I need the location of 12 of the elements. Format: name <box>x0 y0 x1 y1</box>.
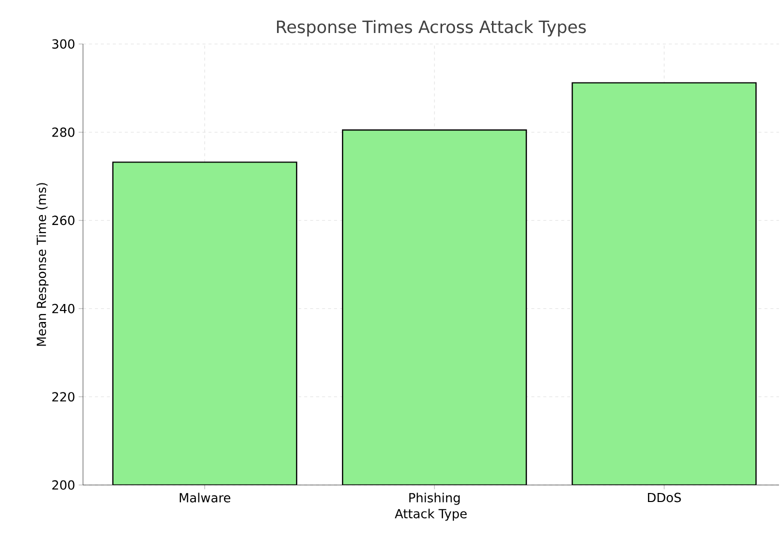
x-tick-label: Phishing <box>409 492 460 505</box>
x-tick-label: Malware <box>180 492 230 502</box>
y-tick-label: 280 <box>52 127 74 137</box>
x-axis-title: Attack Type <box>394 508 467 521</box>
y-tick-label: 300 <box>52 39 74 49</box>
y-tick-label: 260 <box>52 216 74 226</box>
y-tick-label: 240 <box>52 304 74 314</box>
x-tick-label: DDoS <box>648 492 681 502</box>
y-axis-title: Mean Response Time (ms) <box>36 183 49 346</box>
chart-title: Response Times Across Attack Types <box>277 20 586 36</box>
y-tick-label: 200 <box>52 480 74 490</box>
y-tick-label: 220 <box>52 392 74 402</box>
